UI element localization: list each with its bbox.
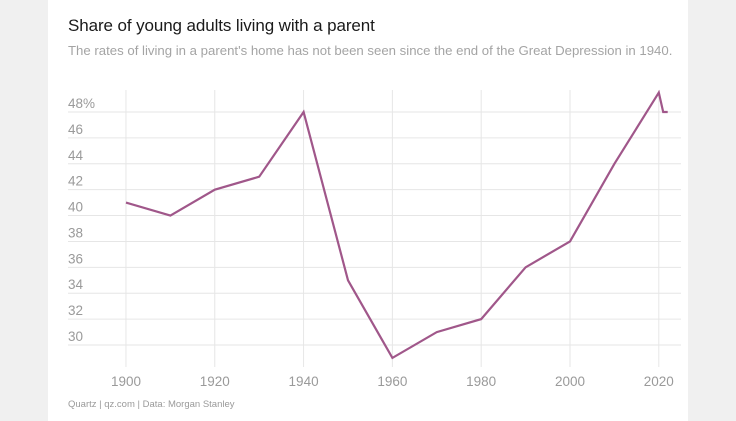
- x-tick-label: 1920: [200, 374, 230, 389]
- series-line: [125, 89, 668, 360]
- source-credit: Quartz | qz.com | Data: Morgan Stanley: [68, 399, 235, 410]
- x-tick-label: 1900: [111, 374, 141, 389]
- x-tick-label: 2020: [644, 374, 674, 389]
- x-tick-label: 1980: [466, 374, 496, 389]
- y-tick-label: 44: [68, 148, 84, 163]
- x-tick-label: 1960: [377, 374, 407, 389]
- y-tick-label: 34: [68, 277, 84, 292]
- y-tick-label: 46: [68, 122, 83, 137]
- x-tick-label: 2000: [555, 374, 585, 389]
- chart-subtitle: The rates of living in a parent's home h…: [68, 43, 673, 58]
- series-layer: [125, 89, 668, 360]
- y-tick-label: 48%: [68, 96, 95, 111]
- chart-title: Share of young adults living with a pare…: [68, 16, 375, 35]
- y-tick-label: 36: [68, 251, 83, 266]
- y-tick-label: 42: [68, 174, 83, 189]
- y-tick-label: 40: [68, 200, 83, 215]
- grid-lines: [68, 90, 681, 367]
- y-tick-label: 38: [68, 225, 83, 240]
- x-tick-label: 1940: [289, 374, 319, 389]
- x-axis-tick-labels: 1900 1920 1940 1960 1980 2000 2020: [111, 374, 674, 389]
- y-tick-label: 30: [68, 329, 83, 344]
- y-axis-tick-labels: 30 32 34 36 38 40 42 44 46 48%: [68, 96, 95, 344]
- y-tick-label: 32: [68, 303, 83, 318]
